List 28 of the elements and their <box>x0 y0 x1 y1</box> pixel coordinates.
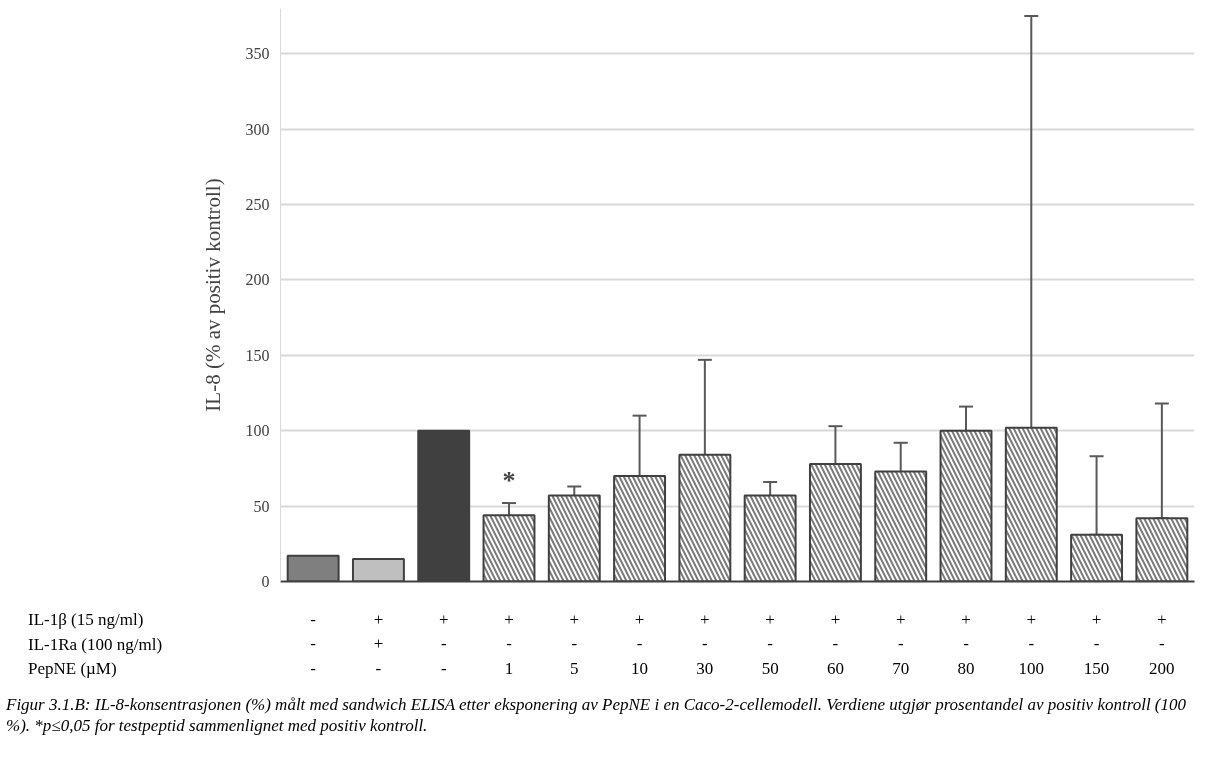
y-tick-label: 150 <box>245 346 270 364</box>
text: Figur 3.1.B: IL-8-konsentrasjonen (%) målt med sandwich ELISA etter eksponering av PepNE i en Caco-2-cellemodell. Verdiene utgjør prosentandel av positiv kontroll (100 %). *p≤0,05 for testpeptid sammenlignet med positiv kontroll. <box>6 694 1187 737</box>
x-tick-label: + + - <box>373 609 384 678</box>
y-tick-label: 250 <box>245 196 270 214</box>
x-tick-label: - - - <box>310 609 317 678</box>
x-tick-label: + - 70 <box>892 609 910 678</box>
x-tick-label: + - 200 <box>1149 609 1175 678</box>
x-tick-label: + - - <box>438 609 449 678</box>
y-tick-label: 350 <box>245 45 270 63</box>
x-tick-label: + - 150 <box>1083 609 1110 678</box>
x-tick-label: + - 60 <box>826 609 844 678</box>
text: IL-1Ra (100 ng/ml) <box>28 633 163 656</box>
text: PepNE (µM) <box>28 658 118 680</box>
x-tick-label: + - 1 <box>504 609 514 678</box>
y-axis-title: IL-8 (% av positiv kontroll) <box>200 178 225 412</box>
y-tick-label: 200 <box>245 271 270 289</box>
y-tick-label: 300 <box>245 120 270 138</box>
text: IL-1β (15 ng/ml) <box>28 609 145 631</box>
annotation: * <box>502 466 516 496</box>
x-tick-label: + - 80 <box>957 609 975 678</box>
y-tick-label: 0 <box>261 573 270 590</box>
x-tick-label: + - 50 <box>761 609 779 678</box>
x-tick-label: + - 5 <box>569 609 580 678</box>
y-tick-label: 50 <box>253 497 270 515</box>
x-tick-label: + - 10 <box>631 609 649 678</box>
x-tick-label: + - 100 <box>1018 609 1045 678</box>
y-tick-label: 100 <box>245 422 270 440</box>
x-tick-label: + - 30 <box>696 609 714 678</box>
